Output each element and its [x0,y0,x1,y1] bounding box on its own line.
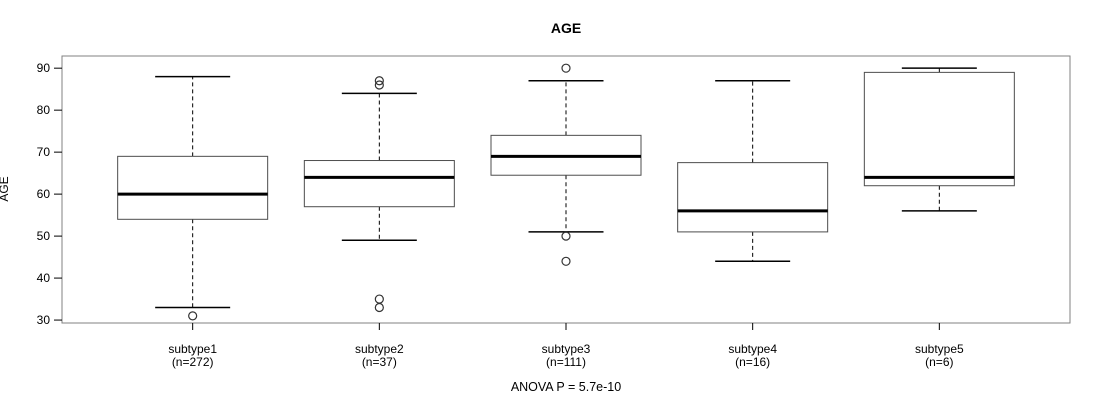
y-tick-label: 40 [37,271,51,285]
iqr-box-subtype5 [863,71,1015,187]
outlier-point [188,311,198,321]
iqr-box-subtype4 [677,162,829,233]
outlier-point [374,76,384,86]
y-tick-label: 60 [37,187,51,201]
outlier-point [374,80,384,90]
group-label: subtype2 [355,342,404,356]
group-label: subtype4 [728,342,777,356]
chart-title: AGE [550,20,582,36]
outlier-point [374,302,384,313]
outlier-point [561,231,571,241]
group-n-label: (n=37) [362,355,397,369]
group-label: subtype1 [168,342,217,356]
group-n-label: (n=6) [925,355,953,369]
group-label: subtype5 [915,342,964,356]
group-n-label: (n=272) [172,355,214,369]
group-label: subtype3 [542,342,591,356]
outlier-point [374,294,384,304]
y-tick-label: 80 [37,103,51,117]
iqr-box-subtype1 [117,155,269,220]
anova-annotation: ANOVA P = 5.7e-10 [510,380,622,394]
y-tick-label: 70 [37,145,51,159]
iqr-box-subtype2 [303,160,455,208]
outlier-point [561,256,571,266]
group-n-label: (n=111) [546,355,586,369]
y-tick-label: 30 [37,313,51,327]
y-tick-label: 90 [37,61,51,75]
outlier-point [561,63,571,73]
group-n-label: (n=16) [735,355,770,369]
y-tick-label: 50 [37,229,51,243]
